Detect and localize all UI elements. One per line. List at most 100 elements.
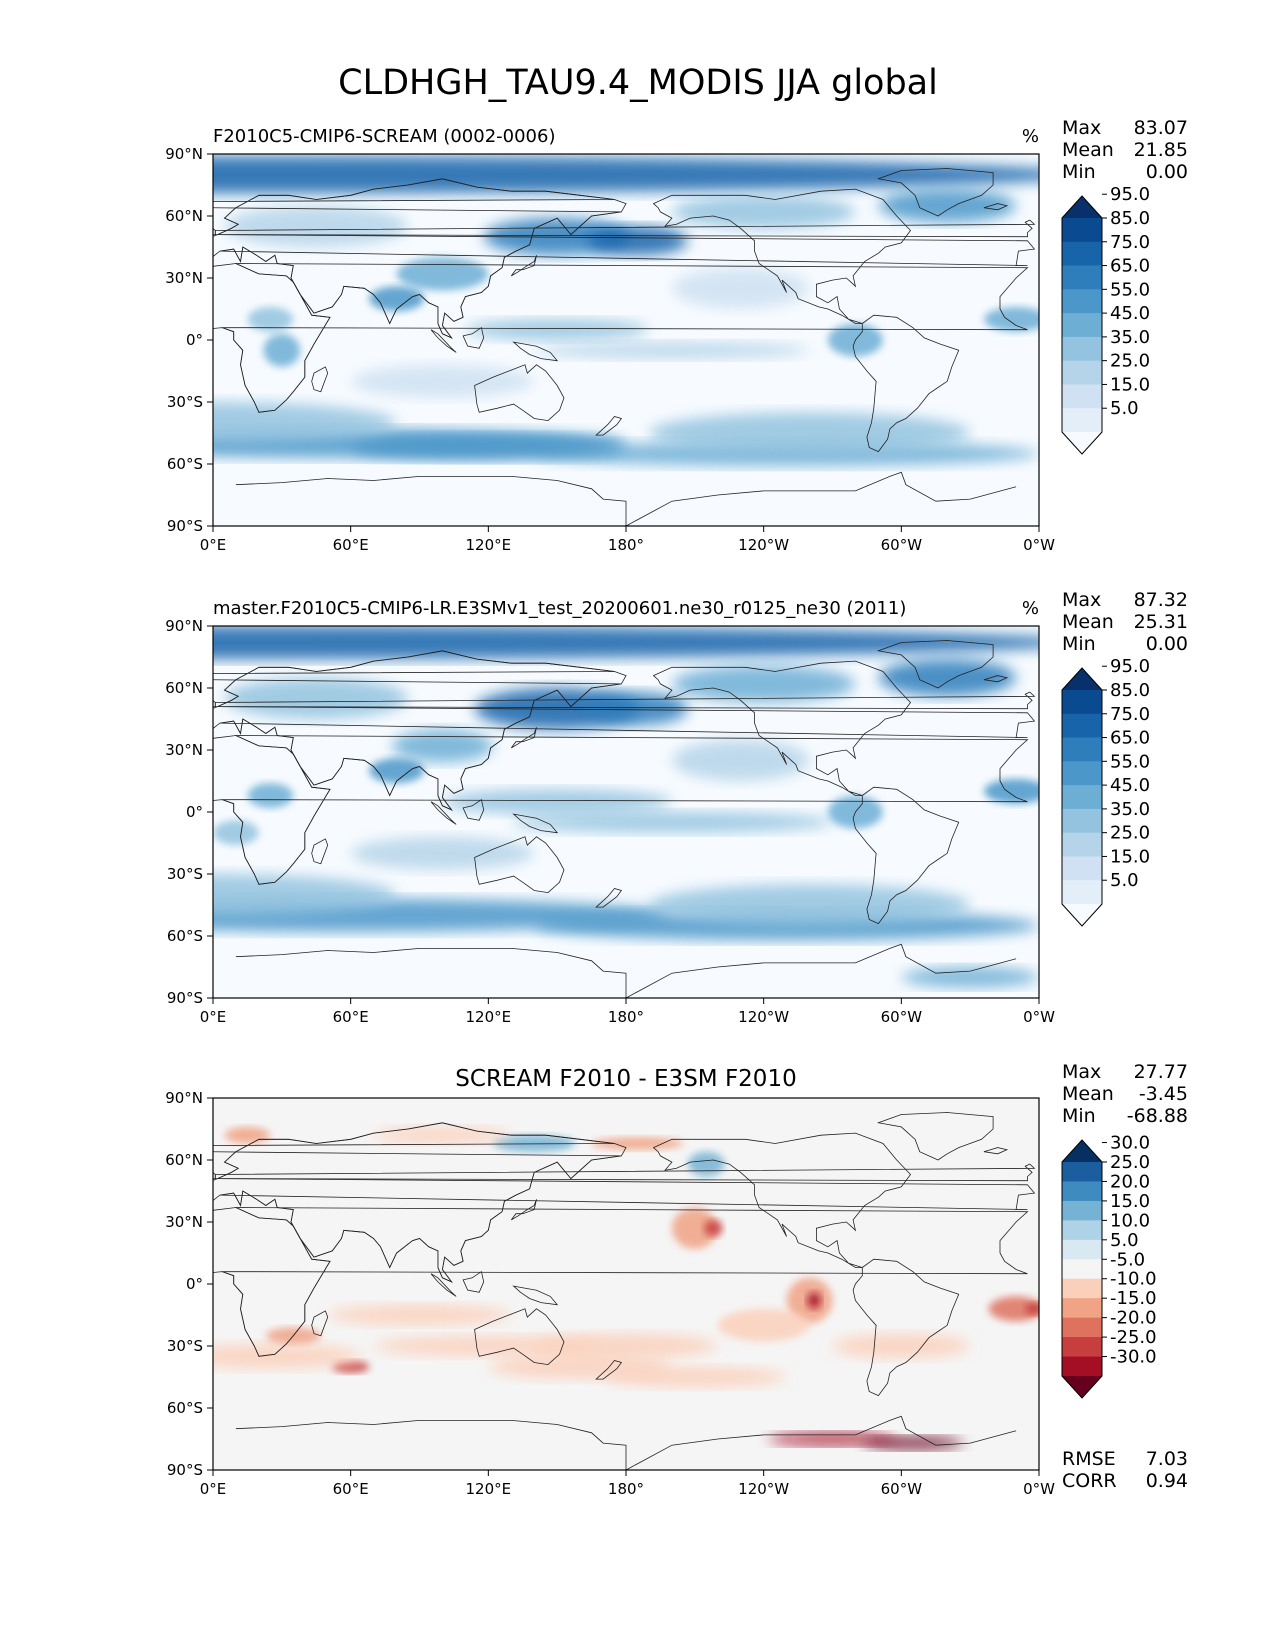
colorbar-segment (1062, 336, 1102, 362)
y-tick-label: 0° (186, 803, 203, 821)
colorbar-outline (1061, 195, 1103, 455)
colorbar-tick-label: -10.0 (1110, 1269, 1157, 1290)
coastline-greenland (876, 1112, 994, 1161)
x-tick-label: 0°E (200, 1480, 227, 1498)
contour-blob (534, 342, 810, 359)
stat-value: -3.45 (1139, 1083, 1188, 1105)
colorbar: 5.0 15.025.0 35.0 45.0 55.065.0 75.0 85.0 95.0 (1061, 184, 1150, 455)
map-panel-2: 0°E 60°E 120°E 180° 120°W 60°W 0°W 90°N 60°N 30°N… (165, 589, 1188, 1026)
colorbar-extend-max (1062, 1140, 1102, 1162)
x-tick-label: 120°W (738, 1480, 789, 1498)
y-tick-label: 30°S (167, 393, 203, 411)
stat-label: CORR (1062, 1470, 1117, 1492)
colorbar-tick-label: 5.0 (1110, 398, 1139, 419)
coastline-eurasia (213, 650, 622, 811)
colorbar-tick-label: -5.0 (1110, 1249, 1145, 1270)
stat-label: Mean (1062, 611, 1114, 633)
panel-title: master.F2010C5-CMIP6-LR.E3SMv1_test_2020… (213, 598, 906, 619)
x-tick-label: 0°E (200, 1008, 227, 1026)
stat-label: Max (1062, 1061, 1101, 1083)
x-tick-label: 60°W (881, 536, 923, 554)
stat-label: Mean (1062, 1083, 1114, 1105)
contour-blob (649, 884, 971, 926)
colorbar-segment (1062, 241, 1102, 266)
coastline-uk (213, 227, 216, 236)
colorbar-segment (1062, 408, 1102, 433)
contour-blob (988, 1296, 1039, 1322)
figure-title: CLDHGH_TAU9.4_MODIS JJA global (338, 63, 938, 103)
contour-fill (213, 156, 1039, 467)
coastline-newzealand (595, 888, 623, 908)
colorbar-segment (1062, 761, 1102, 786)
colorbar: 5.0 15.025.0 35.0 45.0 55.065.0 75.0 85.0 95.0 (1061, 656, 1150, 927)
x-tick-label: 0°W (1023, 1480, 1055, 1498)
y-tick-label: 90°S (167, 517, 203, 535)
coastline-iceland (983, 675, 1009, 683)
x-tick-label: 120°W (738, 1008, 789, 1026)
colorbar-segment (1062, 1278, 1102, 1299)
colorbar-segment (1062, 218, 1102, 243)
colorbar-segment (1062, 737, 1102, 762)
panel-title: F2010C5-CMIP6-SCREAM (0002-0006) (213, 126, 555, 147)
contour-blob (807, 1292, 821, 1309)
y-tick-label: 60°N (165, 207, 203, 225)
coastline-newguinea (512, 1285, 559, 1306)
contour-blob (587, 226, 688, 256)
contour-blob (213, 626, 1039, 659)
coastline-japan (510, 727, 537, 749)
coastline-africa (213, 735, 331, 885)
coastline-sumatra (430, 801, 457, 825)
contour-blob (213, 1343, 363, 1369)
colorbar-segment (1062, 1162, 1102, 1182)
colorbar-tick-label: 25.0 (1110, 823, 1150, 844)
colorbar-tick-label: 95.0 (1110, 656, 1150, 677)
contour-blob (350, 364, 535, 398)
colorbar-extend-max (1062, 196, 1102, 218)
x-tick-label: 120°W (738, 536, 789, 554)
coastline-australia (474, 836, 565, 894)
coastline-japan (510, 255, 537, 277)
colorbar-segment (1062, 1317, 1102, 1338)
contour-blob (465, 319, 649, 341)
coastline-eurasia (213, 178, 622, 339)
coastline-northamerica (652, 660, 912, 796)
colorbar-segment (1062, 313, 1102, 338)
colorbar-tick-label: 75.0 (1110, 232, 1150, 253)
contour-blob (350, 836, 535, 870)
contour-blob (878, 189, 1016, 223)
coastline-iceland (983, 1147, 1009, 1155)
y-tick-label: 60°N (165, 1151, 203, 1169)
y-tick-label: 30°N (165, 1213, 203, 1231)
contour-fill (213, 626, 1039, 988)
colorbar-tick-label: 35.0 (1110, 327, 1150, 348)
colorbar-tick-label: 35.0 (1110, 799, 1150, 820)
colorbar-segment (1062, 1220, 1102, 1241)
colorbar-tick-label: 85.0 (1110, 680, 1150, 701)
contour-blob (717, 1308, 810, 1342)
x-tick-label: 180° (608, 536, 644, 554)
stat-label: Min (1062, 161, 1096, 183)
contour-blob (391, 729, 493, 763)
coastline-antarctica (235, 943, 1017, 998)
coastline-eurasia (213, 1122, 622, 1283)
stat-label: Min (1062, 633, 1096, 655)
map-panel-3: 0°E 60°E 120°E 180° 120°W 60°W 0°W 90°N 60°N 30°N… (165, 1061, 1188, 1498)
contour-blob (984, 778, 1039, 804)
coastline-northamerica (652, 1132, 912, 1268)
contour-blob (224, 677, 409, 719)
coastline-sumatra (430, 1273, 457, 1297)
contour-blob (591, 1137, 684, 1150)
x-tick-label: 120°E (466, 536, 512, 554)
colorbar-tick-label: 55.0 (1110, 279, 1150, 300)
x-tick-label: 120°E (466, 1480, 512, 1498)
colorbar: -30.0-25.0-20.0-15.0-10.0-5.05.010.015.0… (1061, 1133, 1157, 1399)
contour-blob (671, 739, 810, 781)
colorbar-segment (1062, 360, 1102, 385)
units-label: % (1022, 598, 1039, 619)
colorbar-tick-label: 15.0 (1110, 374, 1150, 395)
colorbar-segment (1062, 1337, 1102, 1357)
contour-blob (671, 267, 810, 309)
coastlines (213, 640, 1036, 998)
contour-blob (671, 1207, 718, 1249)
contour-blob (878, 659, 1016, 697)
